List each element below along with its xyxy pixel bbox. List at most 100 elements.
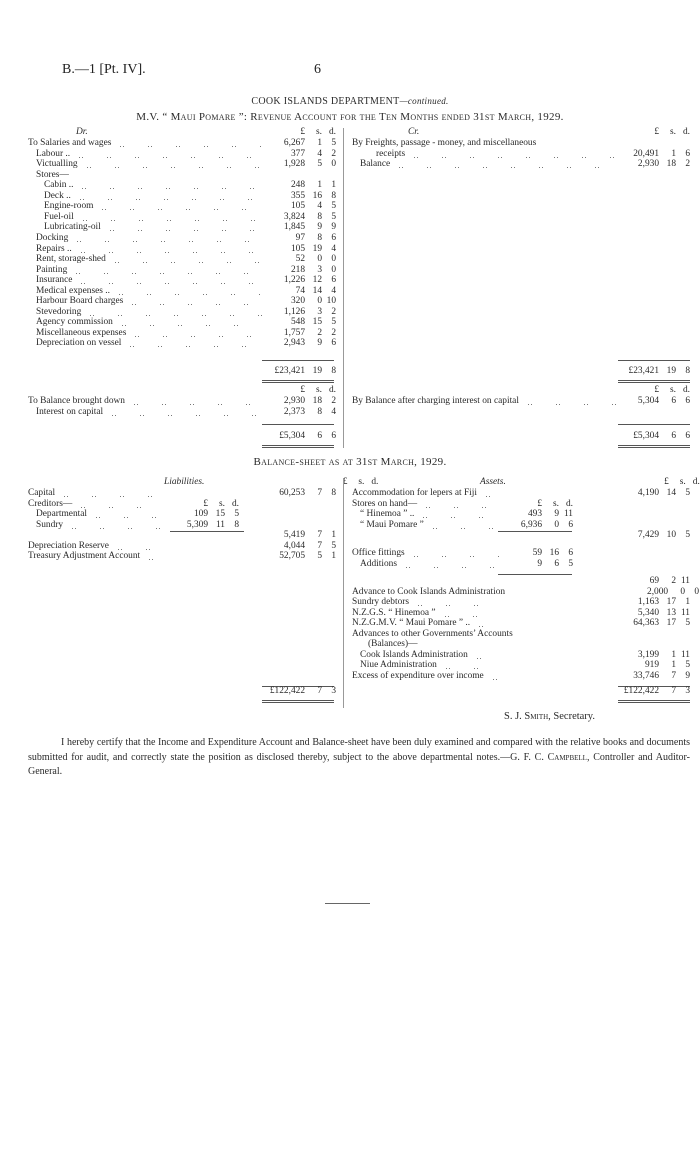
leader-dots xyxy=(70,272,262,274)
sum-rule xyxy=(262,686,334,687)
shillings-cell: 1 xyxy=(317,180,322,191)
dr-row: Fuel-oil 3,824 8 5 xyxy=(28,212,336,223)
pence-cell: 0 xyxy=(694,586,700,597)
shillings-cell: 6 xyxy=(317,431,322,441)
revenue-account-title: M.V. “ Maui Pomare ”: Revenue Account fo… xyxy=(136,111,564,123)
shillings-cell: 16 xyxy=(549,548,559,558)
amount: £5,304 6 6 xyxy=(619,431,690,442)
pounds-cell: £122,422 xyxy=(269,686,305,696)
leader-dots xyxy=(126,304,262,306)
leader-dots xyxy=(539,146,616,147)
leader-dots xyxy=(73,198,262,200)
shillings-cell: 17 xyxy=(666,618,676,628)
amount: 5,340 13 11 xyxy=(619,608,690,619)
leader-dots xyxy=(112,293,262,295)
pence-cell: 11 xyxy=(680,607,690,618)
dr-row: Engine-room 105 4 5 xyxy=(28,201,336,212)
leader-dots xyxy=(72,178,262,179)
row-label: To Balance brought down xyxy=(28,396,125,406)
sub-amount: 109 15 5 xyxy=(168,509,239,520)
dr2-row: Interest on capital 2,373 8 4 xyxy=(28,407,336,418)
leader-dots xyxy=(470,657,499,659)
row-label: (Balances)— xyxy=(368,639,418,649)
department-title-suffix: —continued. xyxy=(399,96,449,106)
asset-row: “ Maui Pomare ” 6,936 0 6 xyxy=(352,520,690,531)
pounds-cell: £ xyxy=(203,498,208,509)
leader-dots xyxy=(407,556,499,557)
pounds-cell: 64,363 xyxy=(633,618,659,628)
total-double-rule xyxy=(262,380,334,383)
pounds-cell: 1,757 xyxy=(283,327,305,338)
pence-cell: 11 xyxy=(680,649,690,660)
row-label: Advance to Cook Islands Administration xyxy=(352,586,506,597)
shillings-cell: 0 xyxy=(317,254,322,265)
liability-row: Treasury Adjustment Account 52,705 5 1 xyxy=(28,551,336,562)
cr2-total-row: £5,304 6 6 xyxy=(352,431,690,442)
pounds-cell: 5,304 xyxy=(637,396,659,406)
leader-dots xyxy=(479,496,499,497)
shillings-cell: 4 xyxy=(317,148,322,159)
amount: 7,429 10 5 xyxy=(619,530,690,541)
liabilities-heading-row: Liabilities. £ s. d. xyxy=(28,477,378,488)
shillings-cell: 16 xyxy=(312,190,322,201)
dr-row: Stores— xyxy=(28,170,336,181)
leader-dots xyxy=(111,548,165,550)
amount: 4,044 7 5 xyxy=(265,541,336,552)
liability-row: Capital 60,253 7 8 xyxy=(28,488,336,499)
sum-rule xyxy=(498,531,572,532)
pounds-cell: £ xyxy=(342,477,348,487)
shillings-cell: 6 xyxy=(671,431,676,441)
leader-dots xyxy=(31,374,262,375)
shillings-cell: 5 xyxy=(317,551,322,562)
pounds-cell: 59 xyxy=(532,548,542,558)
sum-rule xyxy=(262,424,334,425)
leader-dots xyxy=(355,584,499,585)
row-label: By Balance after charging interest on ca… xyxy=(352,396,519,406)
leader-dots xyxy=(114,146,262,147)
pounds-cell: 105 xyxy=(290,243,305,254)
row-label: Balance xyxy=(360,159,391,170)
pence-cell: 6 xyxy=(331,338,336,349)
leader-dots xyxy=(399,566,499,568)
pence-cell: 6 xyxy=(685,431,690,441)
amount: 2,373 8 4 xyxy=(265,407,336,418)
sub-amount: £ s. d. xyxy=(502,499,573,510)
asset-row: Additions 9 6 5 xyxy=(352,559,690,570)
pounds-cell: 3,199 xyxy=(637,649,659,660)
pounds-cell: £ xyxy=(664,477,669,487)
row-label: Victualling xyxy=(36,159,78,170)
row-label: Niue Administration xyxy=(360,660,437,670)
leader-dots xyxy=(473,626,499,627)
pounds-cell: 69 xyxy=(649,576,659,586)
row-label: Harbour Board charges xyxy=(36,296,124,307)
shillings-cell: 7 xyxy=(317,686,322,696)
dr2-row: To Balance brought down 2,930 18 2 xyxy=(28,396,336,407)
column-divider xyxy=(343,478,344,708)
asset-row: Accommodation for lepers at Fiji 4,190 14 5 xyxy=(352,488,690,499)
pence-cell: 3 xyxy=(331,686,336,696)
leader-dots xyxy=(355,393,616,394)
leader-dots xyxy=(422,135,616,136)
amount: 2,943 9 6 xyxy=(265,338,336,349)
amount: £122,422 7 3 xyxy=(619,686,690,697)
balance-sheet-title: Balance-sheet as at 31st March, 1929. xyxy=(253,456,447,468)
pounds-cell: £23,421 xyxy=(628,366,659,376)
shillings-cell: 19 xyxy=(312,366,322,376)
cr2-row: By Balance after charging interest on ca… xyxy=(352,396,690,407)
pence-cell: 6 xyxy=(331,275,336,286)
shillings-cell: 13 xyxy=(666,607,676,618)
dr-row: Insurance 1,226 12 6 xyxy=(28,275,336,286)
row-label: Agency commission xyxy=(36,317,113,328)
pounds-cell: 919 xyxy=(644,660,659,670)
leader-dots xyxy=(31,393,262,394)
signature-title: , Secretary. xyxy=(548,711,595,722)
shillings-cell: 9 xyxy=(317,338,322,349)
dr-row: To Salaries and wages 6,267 1 5 xyxy=(28,138,336,149)
pence-cell: 1 xyxy=(685,597,690,607)
pence-cell: 9 xyxy=(685,670,690,681)
amount: £ s. d. xyxy=(619,127,690,138)
shillings-cell: 1 xyxy=(671,148,676,159)
assets-total-row: £122,422 7 3 xyxy=(352,686,690,697)
row-label: Repairs .. xyxy=(36,243,72,254)
dr-row: Repairs .. 105 19 4 xyxy=(28,244,336,255)
